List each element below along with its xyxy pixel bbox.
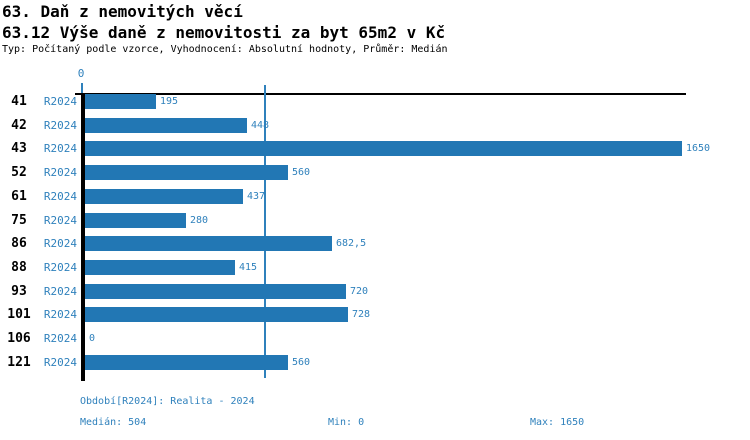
- bar-value-label: 720: [350, 285, 369, 297]
- chart-subtitle: 63.12 Výše daně z nemovitosti za byt 65m…: [2, 23, 446, 42]
- row-period-label: R2024: [43, 308, 77, 322]
- row-period-label: R2024: [43, 95, 77, 108]
- row-category-label: 43: [11, 141, 27, 157]
- row-category-label: 106: [7, 331, 31, 346]
- bar: [85, 259, 235, 275]
- median-gridline: [264, 85, 267, 378]
- bar: [85, 354, 288, 370]
- x-axis-zero-label: 0: [77, 67, 85, 80]
- bar: [85, 94, 156, 109]
- bar-value-label: 560: [292, 167, 311, 179]
- bar: [85, 212, 186, 228]
- bar-value-label: 437: [247, 190, 266, 202]
- bar-value-label: 195: [160, 96, 179, 107]
- row-category-label: 86: [11, 236, 27, 252]
- row-period-label: R2024: [43, 166, 77, 180]
- chart-meta-info: Typ: Počítaný podle vzorce, Vyhodnocení:…: [2, 44, 448, 55]
- bar-value-label: 280: [190, 214, 209, 226]
- bar: [85, 236, 332, 252]
- row-period-label: R2024: [43, 142, 77, 156]
- row-period-label: R2024: [43, 332, 77, 345]
- y-axis-line: [81, 93, 85, 381]
- row-category-label: 75: [11, 212, 27, 228]
- row-period-label: R2024: [43, 237, 77, 251]
- bar: [85, 307, 348, 323]
- row-category-label: 88: [11, 259, 27, 275]
- row-period-label: R2024: [43, 213, 77, 227]
- period-info: Období[R2024]: Realita - 2024: [80, 396, 255, 407]
- row-category-label: 121: [7, 354, 31, 370]
- stat-median: Medián: 504: [80, 417, 147, 428]
- row-period-label: R2024: [43, 260, 77, 274]
- row-category-label: 42: [11, 117, 27, 133]
- row-period-label: R2024: [43, 355, 77, 369]
- row-period-label: R2024: [43, 189, 77, 203]
- bar: [85, 188, 243, 204]
- stat-min: Min: 0: [328, 417, 365, 428]
- stat-max: Max: 1650: [530, 417, 585, 428]
- bar: [85, 117, 247, 133]
- bar: [85, 165, 288, 181]
- bar-value-label: 0: [89, 333, 96, 344]
- bar-value-label: 415: [239, 261, 258, 273]
- bar-value-label: 560: [292, 356, 311, 368]
- row-category-label: 52: [11, 165, 27, 181]
- bar-value-label: 728: [352, 309, 371, 321]
- bar-chart-plot: 0 41 R2024 195 42 R2024 448 43 R2024 1650 52 R2024…: [0, 67, 750, 381]
- row-period-label: R2024: [43, 118, 77, 132]
- row-period-label: R2024: [43, 284, 77, 298]
- bar-value-label: 682,5: [336, 238, 367, 250]
- bar: [85, 141, 682, 157]
- chart-title: 63. Daň z nemovitých věcí: [2, 2, 243, 21]
- x-axis-zero-tick: [81, 83, 83, 93]
- bar-value-label: 1650: [686, 143, 711, 155]
- x-axis-line: [75, 93, 686, 95]
- row-category-label: 101: [7, 307, 31, 323]
- bar-value-label: 448: [251, 119, 270, 131]
- row-category-label: 93: [11, 283, 27, 299]
- bar: [85, 283, 346, 299]
- row-category-label: 61: [11, 188, 27, 204]
- row-category-label: 41: [11, 94, 27, 109]
